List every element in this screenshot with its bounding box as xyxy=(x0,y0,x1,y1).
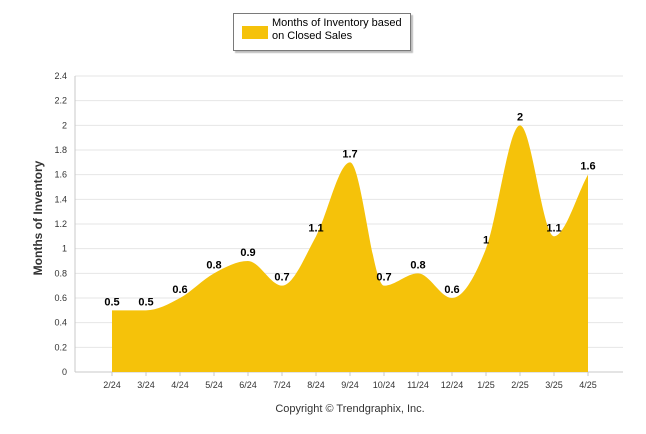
data-label: 1.6 xyxy=(580,161,595,173)
data-label: 0.6 xyxy=(444,284,459,296)
data-label: 0.5 xyxy=(138,296,153,308)
y-axis-label: Months of Inventory xyxy=(31,160,45,275)
data-label: 0.7 xyxy=(376,272,391,284)
x-tick-label: 2/25 xyxy=(511,380,529,390)
y-tick-label: 2.4 xyxy=(54,71,67,81)
legend-swatch xyxy=(242,26,268,39)
y-tick-label: 1.8 xyxy=(54,145,67,155)
x-tick-label: 4/24 xyxy=(171,380,189,390)
data-label: 0.8 xyxy=(206,259,221,271)
data-label: 1.1 xyxy=(308,222,323,234)
data-label: 0.9 xyxy=(240,247,255,259)
legend: Months of Inventory based on Closed Sale… xyxy=(233,13,411,51)
y-tick-label: 2.2 xyxy=(54,96,67,106)
data-label: 1.1 xyxy=(546,222,561,234)
data-label: 2 xyxy=(517,111,523,123)
x-tick-label: 2/24 xyxy=(103,380,121,390)
x-tick-label: 11/24 xyxy=(407,380,429,390)
data-label: 0.7 xyxy=(274,272,289,284)
data-label: 0.6 xyxy=(172,284,187,296)
data-label: 0.5 xyxy=(104,296,119,308)
y-tick-label: 1 xyxy=(62,244,67,254)
x-tick-label: 12/24 xyxy=(441,380,464,390)
data-label: 1 xyxy=(483,235,489,247)
x-tick-label: 7/24 xyxy=(273,380,291,390)
y-tick-label: 1.2 xyxy=(54,219,67,229)
y-tick-label: 0 xyxy=(62,367,67,377)
x-tick-label: 3/25 xyxy=(545,380,563,390)
x-tick-label: 10/24 xyxy=(373,380,396,390)
y-tick-label: 0.6 xyxy=(54,293,67,303)
label-layer: 0.5 0.5 0.6 0.8 0.9 0.7 1.1 1.7 0.7 0.8 0.6 1 2 1.1 1.… xyxy=(104,111,595,308)
y-tick-label: 0.8 xyxy=(54,268,67,278)
x-tick-label: 5/24 xyxy=(205,380,223,390)
tick-layer: 0 0.2 0.4 0.6 0.8 1 1.2 1.4 1.6 1.8 2 2.2 2.4 2/24 3/2… xyxy=(54,71,596,390)
x-tick-label: 4/25 xyxy=(579,380,597,390)
legend-label: Months of Inventory based on Closed Sale… xyxy=(272,17,402,42)
x-tick-label: 3/24 xyxy=(137,380,155,390)
copyright-text: Copyright © Trendgraphix, Inc. xyxy=(275,403,425,415)
data-label: 1.7 xyxy=(342,148,357,160)
inventory-area xyxy=(112,125,588,372)
x-tick-label: 8/24 xyxy=(307,380,325,390)
y-tick-label: 1.4 xyxy=(54,194,67,204)
x-tick-label: 6/24 xyxy=(239,380,257,390)
y-tick-label: 0.2 xyxy=(54,342,67,352)
y-tick-label: 1.6 xyxy=(54,170,67,180)
area-layer xyxy=(112,125,588,372)
data-label: 0.8 xyxy=(410,259,425,271)
x-tick-label: 1/25 xyxy=(477,380,495,390)
x-tick-label: 9/24 xyxy=(341,380,359,390)
y-tick-label: 0.4 xyxy=(54,318,67,328)
y-tick-label: 2 xyxy=(62,120,67,130)
